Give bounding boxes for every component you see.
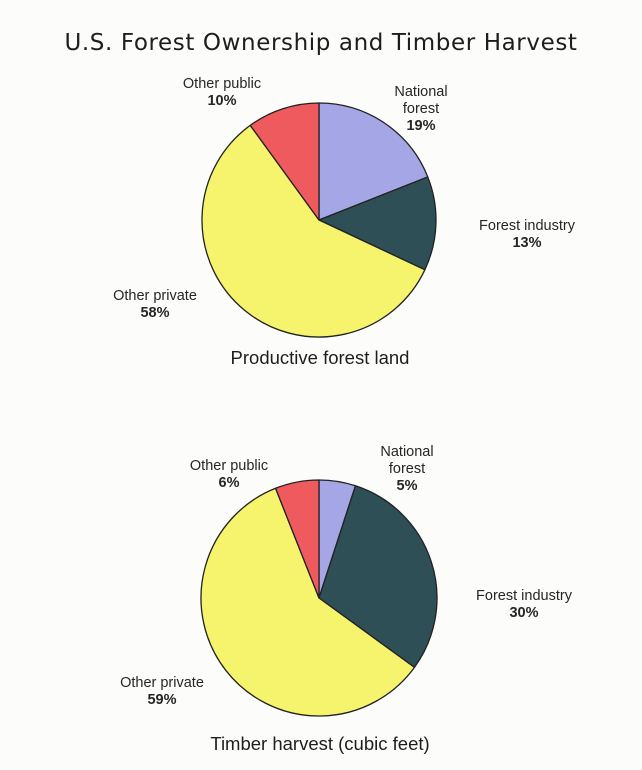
pie-chart-productive-forest-land: National forest 19% Forest industry 13% Other… — [113, 76, 576, 368]
slice-label-name: National — [394, 84, 447, 100]
pie-slice-forest-industry — [318, 485, 438, 669]
slice-label-forest-industry: Forest industry 30% — [476, 588, 573, 621]
slice-label-other-private: Other private 59% — [120, 675, 204, 708]
slice-label-name: Forest industry — [476, 588, 573, 604]
slice-label-name: Other public — [183, 76, 261, 92]
slice-label-value: 58% — [140, 305, 169, 321]
slice-label-national-forest: National forest 19% — [394, 84, 447, 134]
slice-label-other-public: Other public 6% — [190, 458, 268, 491]
pie-slice-other-private — [201, 124, 426, 338]
figure-title: U.S. Forest Ownership and Timber Harvest — [64, 30, 578, 56]
slice-label-name: National — [380, 444, 433, 460]
slice-label-value: 6% — [219, 475, 240, 491]
slice-label-other-private: Other private 58% — [113, 288, 197, 321]
slice-label-other-public: Other public 10% — [183, 76, 261, 109]
slice-label-value: 30% — [509, 605, 538, 621]
pie-slice-other-public — [249, 102, 320, 221]
pie-slice-other-public — [274, 479, 320, 599]
pie-slice-forest-industry — [318, 176, 437, 271]
pie-slice-national-forest — [318, 102, 429, 221]
slice-label-name: Other public — [190, 458, 268, 474]
slice-label-name: Other private — [120, 675, 204, 691]
slice-label-forest-industry: Forest industry 13% — [479, 218, 576, 251]
pie-slice-other-private — [200, 487, 416, 717]
slice-label-value: 10% — [207, 93, 236, 109]
slice-label-name: forest — [389, 461, 425, 477]
slice-label-value: 19% — [406, 118, 435, 134]
pie-chart-timber-harvest: National forest 5% Forest industry 30% Other … — [120, 444, 573, 754]
slice-label-value: 13% — [512, 235, 541, 251]
chart-caption: Productive forest land — [231, 347, 410, 368]
slice-label-name: Other private — [113, 288, 197, 304]
slice-label-name: Forest industry — [479, 218, 576, 234]
slice-label-national-forest: National forest 5% — [380, 444, 433, 494]
slice-label-value: 5% — [397, 478, 418, 494]
chart-caption: Timber harvest (cubic feet) — [210, 733, 429, 754]
slice-label-name: forest — [403, 101, 439, 117]
slice-label-value: 59% — [147, 692, 176, 708]
